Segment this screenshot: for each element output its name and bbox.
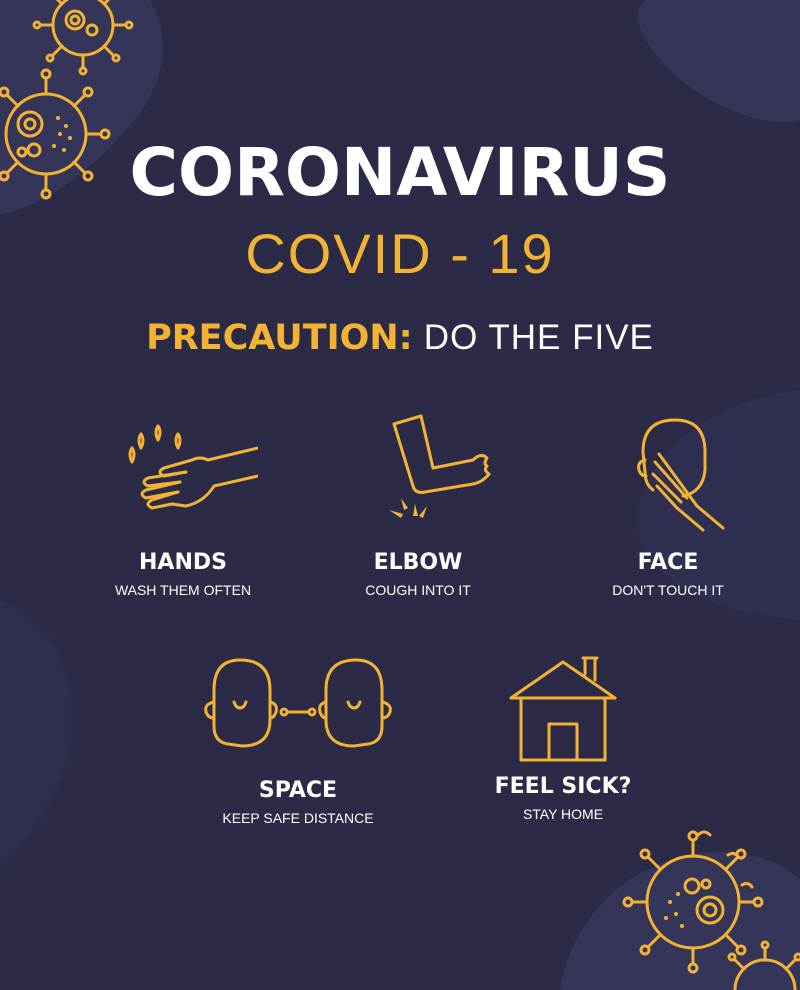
step-feel-sick: FEEL SICK? STAY HOME: [463, 650, 663, 821]
step-subtitle: STAY HOME: [522, 806, 604, 822]
step-title: FEEL SICK?: [494, 774, 632, 799]
step-title: SPACE: [258, 778, 338, 803]
virus-icon: [622, 830, 764, 974]
precaution-text: DO THE FIVE: [423, 318, 654, 357]
step-title: ELBOW: [373, 550, 463, 575]
house-icon: [509, 656, 617, 762]
step-face: FACE DON'T TOUCH IT: [573, 410, 763, 597]
step-title: FACE: [637, 550, 699, 575]
page-title: CORONAVIRUS: [129, 134, 671, 211]
step-subtitle: DON'T TOUCH IT: [612, 582, 724, 598]
virus-icon: [32, 0, 134, 76]
face-touch-icon: [637, 418, 725, 532]
step-subtitle: COUGH INTO IT: [365, 582, 471, 598]
step-space: SPACE KEEP SAFE DISTANCE: [198, 650, 398, 825]
decoration-icon: [696, 830, 754, 889]
page-subtitle: COVID - 19: [245, 222, 555, 285]
step-subtitle: WASH THEM OFTEN: [114, 582, 252, 598]
step-title: HANDS: [139, 550, 227, 575]
virus-icon: [0, 68, 111, 200]
elbow-cough-icon: [389, 414, 491, 518]
step-hands: HANDS WASH THEM OFTEN: [88, 410, 278, 597]
hand-washing-icon: [128, 424, 258, 510]
precaution-heading: PRECAUTION: DO THE FIVE: [0, 320, 800, 356]
precaution-label: PRECAUTION:: [146, 318, 413, 358]
step-elbow: ELBOW COUGH INTO IT: [323, 410, 513, 597]
step-subtitle: KEEP SAFE DISTANCE: [222, 810, 374, 826]
social-distance-icon: [204, 658, 392, 748]
virus-icon: [727, 940, 800, 990]
